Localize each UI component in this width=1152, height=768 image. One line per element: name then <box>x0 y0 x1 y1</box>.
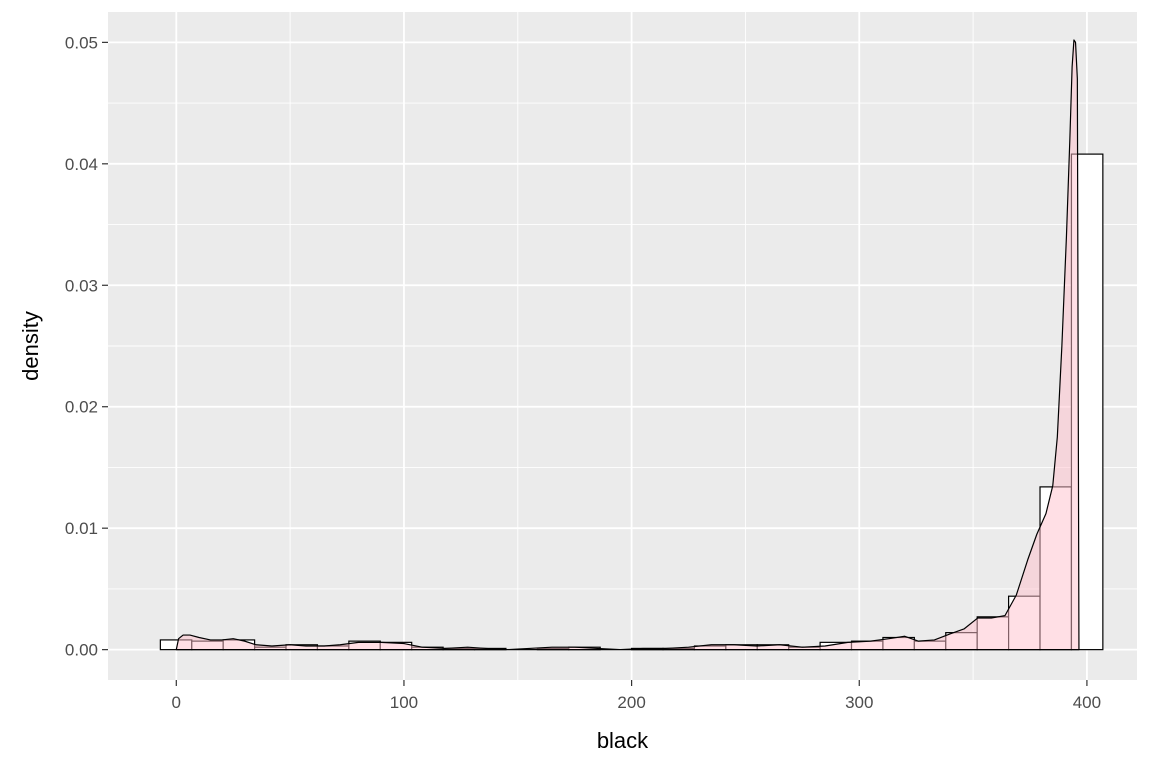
y-tick-label: 0.03 <box>65 276 98 295</box>
y-axis-ticks: 0.00 0.01 0.02 0.03 0.04 0.05 <box>65 33 108 660</box>
minor-gridlines <box>108 12 1137 680</box>
x-tick-label: 0 <box>172 693 181 712</box>
x-tick-label: 400 <box>1073 693 1101 712</box>
x-axis-ticks: 0 100 200 300 400 <box>172 680 1101 712</box>
x-axis-title: black <box>597 728 649 753</box>
y-tick-label: 0.02 <box>65 398 98 417</box>
y-tick-label: 0.01 <box>65 519 98 538</box>
density-area <box>175 39 1080 651</box>
y-axis-title: density <box>18 311 43 381</box>
x-tick-label: 200 <box>617 693 645 712</box>
y-tick-label: 0.04 <box>65 155 98 174</box>
y-tick-label: 0.00 <box>65 641 98 660</box>
x-tick-label: 300 <box>845 693 873 712</box>
y-tick-label: 0.05 <box>65 33 98 52</box>
x-tick-label: 100 <box>390 693 418 712</box>
